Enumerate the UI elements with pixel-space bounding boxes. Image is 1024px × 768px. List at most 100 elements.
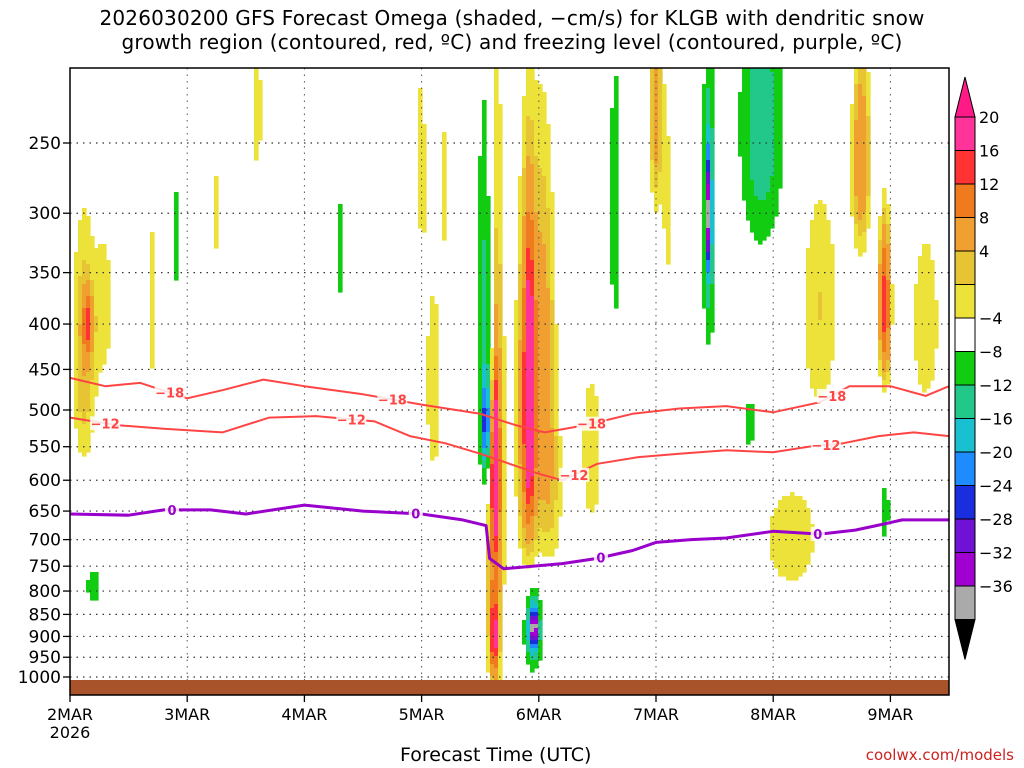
omega-cell	[546, 296, 551, 301]
omega-cell	[658, 144, 663, 149]
omega-cell	[522, 168, 527, 173]
contour-label-bg	[810, 437, 841, 452]
omega-cell	[418, 168, 423, 173]
omega-cell	[710, 176, 715, 181]
omega-cell	[486, 288, 491, 293]
credit-link[interactable]: coolwx.com/models	[865, 746, 1014, 764]
omega-cell	[82, 288, 87, 293]
omega-cell	[258, 92, 263, 97]
omega-cell	[806, 524, 811, 529]
omega-cell	[886, 324, 891, 329]
omega-cell	[78, 236, 83, 241]
omega-cell	[214, 232, 219, 237]
omega-cell	[498, 476, 503, 481]
omega-cell	[810, 320, 815, 325]
omega-cell	[922, 356, 927, 361]
omega-cell	[498, 372, 503, 377]
omega-cell	[494, 584, 499, 589]
omega-cell	[418, 172, 423, 177]
omega-cell	[534, 356, 539, 361]
omega-cell	[746, 212, 751, 217]
omega-cell	[546, 288, 551, 293]
omega-cell	[78, 344, 83, 349]
omega-cell	[802, 544, 807, 549]
omega-cell	[706, 68, 711, 73]
omega-cell	[850, 192, 855, 197]
omega-cell	[530, 300, 535, 305]
omega-cell	[850, 164, 855, 169]
omega-cell	[610, 228, 615, 233]
omega-cell	[422, 216, 427, 221]
omega-cell	[486, 448, 491, 453]
omega-cell	[922, 364, 927, 369]
omega-cell	[498, 224, 503, 229]
omega-cell	[526, 232, 531, 237]
omega-cell	[550, 252, 555, 257]
omega-cell	[706, 120, 711, 125]
omega-cell	[582, 436, 587, 441]
omega-cell	[550, 228, 555, 233]
omega-cell	[858, 80, 863, 85]
omega-cell	[802, 512, 807, 517]
omega-cell	[594, 460, 599, 465]
omega-cell	[710, 328, 715, 333]
omega-cell	[770, 96, 775, 101]
omega-cell	[526, 496, 531, 501]
omega-cell	[74, 424, 79, 429]
omega-cell	[538, 512, 543, 517]
omega-cell	[530, 208, 535, 213]
omega-cell	[478, 328, 483, 333]
omega-cell	[926, 332, 931, 337]
omega-cell	[486, 660, 491, 665]
omega-cell	[430, 296, 435, 301]
omega-cell	[778, 80, 783, 85]
omega-cell	[442, 180, 447, 185]
omega-cell	[530, 272, 535, 277]
omega-cell	[818, 300, 823, 305]
omega-cell	[150, 288, 155, 293]
omega-cell	[538, 288, 543, 293]
omega-cell	[522, 200, 527, 205]
omega-cell	[530, 512, 535, 517]
omega-cell	[710, 268, 715, 273]
omega-cell	[526, 620, 531, 625]
omega-cell	[542, 112, 547, 117]
omega-cell	[610, 256, 615, 261]
omega-cell	[538, 524, 543, 529]
omega-cell	[826, 332, 831, 337]
omega-cell	[542, 344, 547, 349]
omega-cell	[534, 84, 539, 89]
omega-cell	[658, 168, 663, 173]
omega-cell	[774, 92, 779, 97]
contour-label-bg	[377, 392, 408, 407]
omega-cell	[914, 292, 919, 297]
omega-cell	[514, 472, 519, 477]
omega-cell	[778, 540, 783, 545]
omega-cell	[518, 404, 523, 409]
omega-cell	[542, 512, 547, 517]
omega-cell	[918, 372, 923, 377]
omega-cell	[826, 264, 831, 269]
omega-cell	[926, 384, 931, 389]
omega-cell	[822, 264, 827, 269]
omega-cell	[810, 372, 815, 377]
omega-cell	[546, 352, 551, 357]
omega-cell	[490, 392, 495, 397]
omega-cell	[494, 136, 499, 141]
omega-cell	[546, 512, 551, 517]
omega-cell	[786, 516, 791, 521]
omega-cell	[486, 648, 491, 653]
omega-cell	[338, 244, 343, 249]
omega-cell	[522, 184, 527, 189]
omega-cell	[102, 336, 107, 341]
omega-cell	[854, 184, 859, 189]
omega-cell	[482, 432, 487, 437]
omega-cell	[850, 180, 855, 185]
omega-cell	[486, 444, 491, 449]
omega-cell	[534, 460, 539, 465]
omega-cell	[494, 188, 499, 193]
omega-cell	[798, 508, 803, 513]
omega-cell	[706, 204, 711, 209]
omega-cell	[422, 220, 427, 225]
omega-cell	[542, 292, 547, 297]
